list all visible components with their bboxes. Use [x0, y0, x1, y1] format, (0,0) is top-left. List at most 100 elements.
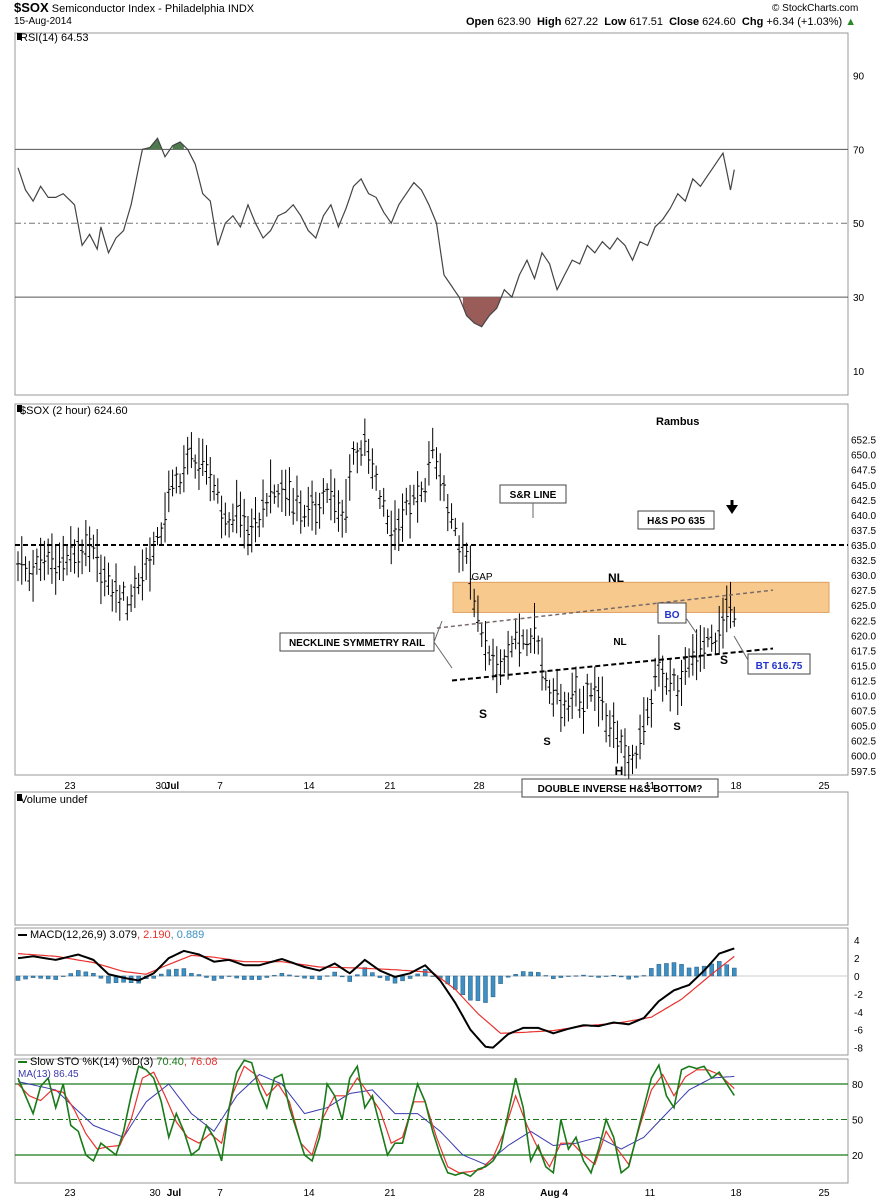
rsi-tick-label: 90	[853, 71, 865, 82]
macd-histogram-bar	[611, 975, 616, 977]
macd-label-macd: 3.079	[106, 929, 137, 941]
chart-date: 15-Aug-2014	[14, 16, 72, 27]
date-tick-lower: Jul	[167, 1188, 182, 1199]
macd-histogram-bar	[732, 967, 737, 977]
macd-histogram-bar	[460, 975, 466, 996]
close-label: Close	[669, 16, 700, 28]
macd-histogram-bar	[60, 975, 66, 977]
price-label: $SOX (2 hour) 624.60	[20, 405, 128, 417]
macd-histogram-bar	[498, 975, 503, 984]
macd-histogram-bar	[475, 975, 481, 1001]
macd-histogram-bar	[596, 975, 601, 978]
rsi-series-line	[17, 137, 735, 328]
rsi-tick-label: 10	[853, 367, 865, 378]
sto-tick-label: 80	[852, 1080, 864, 1091]
macd-histogram-bar	[400, 975, 405, 982]
macd-histogram-bar	[483, 975, 488, 1003]
hs-po-arrow-down-icon	[726, 505, 738, 514]
macd-histogram-bar	[38, 975, 43, 979]
volume-label: Volume undef	[20, 794, 88, 806]
date-tick-upper: 25	[818, 781, 830, 792]
head-h: H	[615, 764, 624, 778]
price-tick-label: 617.5	[851, 646, 876, 657]
macd-histogram-bar	[573, 975, 579, 977]
neckline-rail-pointer-2	[433, 620, 443, 643]
ohlc-readout: Open 623.90 High 627.22 Low 617.51 Close…	[466, 16, 856, 28]
macd-histogram-bar	[588, 975, 594, 977]
gap-label: GAP	[471, 572, 492, 583]
low-value: 617.51	[629, 16, 663, 28]
price-tick-label: 630.0	[851, 571, 876, 582]
price-tick-label: 600.0	[851, 752, 876, 763]
macd-histogram-bar	[257, 975, 262, 980]
macd-histogram-bar	[558, 975, 564, 978]
bo-pointer	[685, 617, 698, 635]
price-legend-swatch	[17, 405, 22, 412]
macd-histogram-bar	[264, 975, 270, 978]
macd-histogram-bar	[566, 975, 571, 977]
macd-histogram-bar	[618, 975, 624, 978]
neckline-rail-label: NECKLINE SYMMETRY RAIL	[289, 638, 425, 649]
macd-histogram-bar	[520, 971, 526, 977]
macd-histogram-bar	[287, 974, 292, 977]
macd-histogram-bar	[98, 975, 104, 979]
macd-histogram-bar	[536, 972, 541, 977]
price-tick-label: 640.0	[851, 511, 876, 522]
macd-histogram-bar	[234, 975, 239, 979]
nl-top-label: NL	[608, 571, 624, 585]
shoulder-s4: S	[720, 653, 728, 667]
macd-tick-label: -4	[854, 1008, 863, 1019]
macd-histogram-bar	[513, 974, 518, 977]
macd-histogram-bar	[671, 962, 677, 977]
neckline-rail-pointer	[433, 641, 453, 669]
macd-histogram-bar	[415, 973, 420, 977]
macd-line	[17, 947, 735, 1049]
date-tick-upper: 30	[155, 781, 167, 792]
hs-po-label-box	[637, 510, 715, 530]
rsi-overbought-fill	[172, 141, 184, 150]
bt-label-box	[747, 653, 811, 675]
sto-label: Slow STO %K(14) %D(3) 70.40, 76.08	[30, 1056, 218, 1068]
rsi-tick-label: 30	[853, 293, 865, 304]
sto-panel	[14, 1058, 849, 1184]
high-label: High	[536, 16, 562, 28]
date-tick-lower: 23	[64, 1188, 76, 1199]
macd-histogram-bar	[309, 975, 315, 980]
symbol-label: $SOX	[14, 0, 49, 15]
bt-label: BT 616.75	[756, 661, 803, 672]
macd-histogram-bar	[30, 975, 36, 978]
shoulder-s3: S	[673, 721, 680, 733]
macd-tick-label: -8	[854, 1044, 863, 1055]
sto-label-d: , 76.08	[184, 1056, 218, 1068]
macd-histogram-bar	[362, 967, 368, 977]
index-name: Semiconductor Index - Philadelphia	[51, 3, 225, 15]
date-tick-lower: 25	[818, 1188, 830, 1199]
volume-panel	[14, 791, 849, 926]
macd-histogram-bar	[15, 975, 21, 981]
chart-header-title: $SOX Semiconductor Index - Philadelphia …	[14, 0, 254, 15]
macd-histogram-bar	[370, 972, 375, 977]
hs-po-label: H&S PO 635	[647, 516, 705, 527]
price-tick-label: 597.5	[851, 767, 876, 778]
macd-histogram-bar	[317, 975, 322, 980]
sr-line-label: S&R LINE	[510, 490, 557, 501]
nl-mid-label: NL	[613, 637, 626, 648]
sto-label-label_prefix: Slow STO %K(14) %D(3)	[30, 1056, 153, 1068]
price-tick-label: 602.5	[851, 737, 876, 748]
macd-histogram-bar	[324, 975, 330, 977]
date-tick-lower: 11	[645, 1188, 656, 1199]
macd-histogram-bar	[226, 975, 232, 977]
macd-histogram-bar	[23, 975, 28, 980]
date-tick-upper: 14	[303, 781, 315, 792]
sto-label-k: 70.40	[153, 1056, 184, 1068]
macd-histogram-bar	[551, 975, 556, 979]
price-tick-label: 622.5	[851, 616, 876, 627]
date-tick-upper: 18	[730, 781, 742, 792]
date-tick-upper: 23	[64, 781, 76, 792]
date-tick-lower: 14	[303, 1188, 315, 1199]
macd-histogram-bar	[279, 973, 285, 977]
price-tick-label: 612.5	[851, 676, 876, 687]
macd-histogram-bar	[679, 964, 684, 977]
shoulder-s2: S	[543, 736, 550, 748]
price-tick-label: 607.5	[851, 707, 876, 718]
